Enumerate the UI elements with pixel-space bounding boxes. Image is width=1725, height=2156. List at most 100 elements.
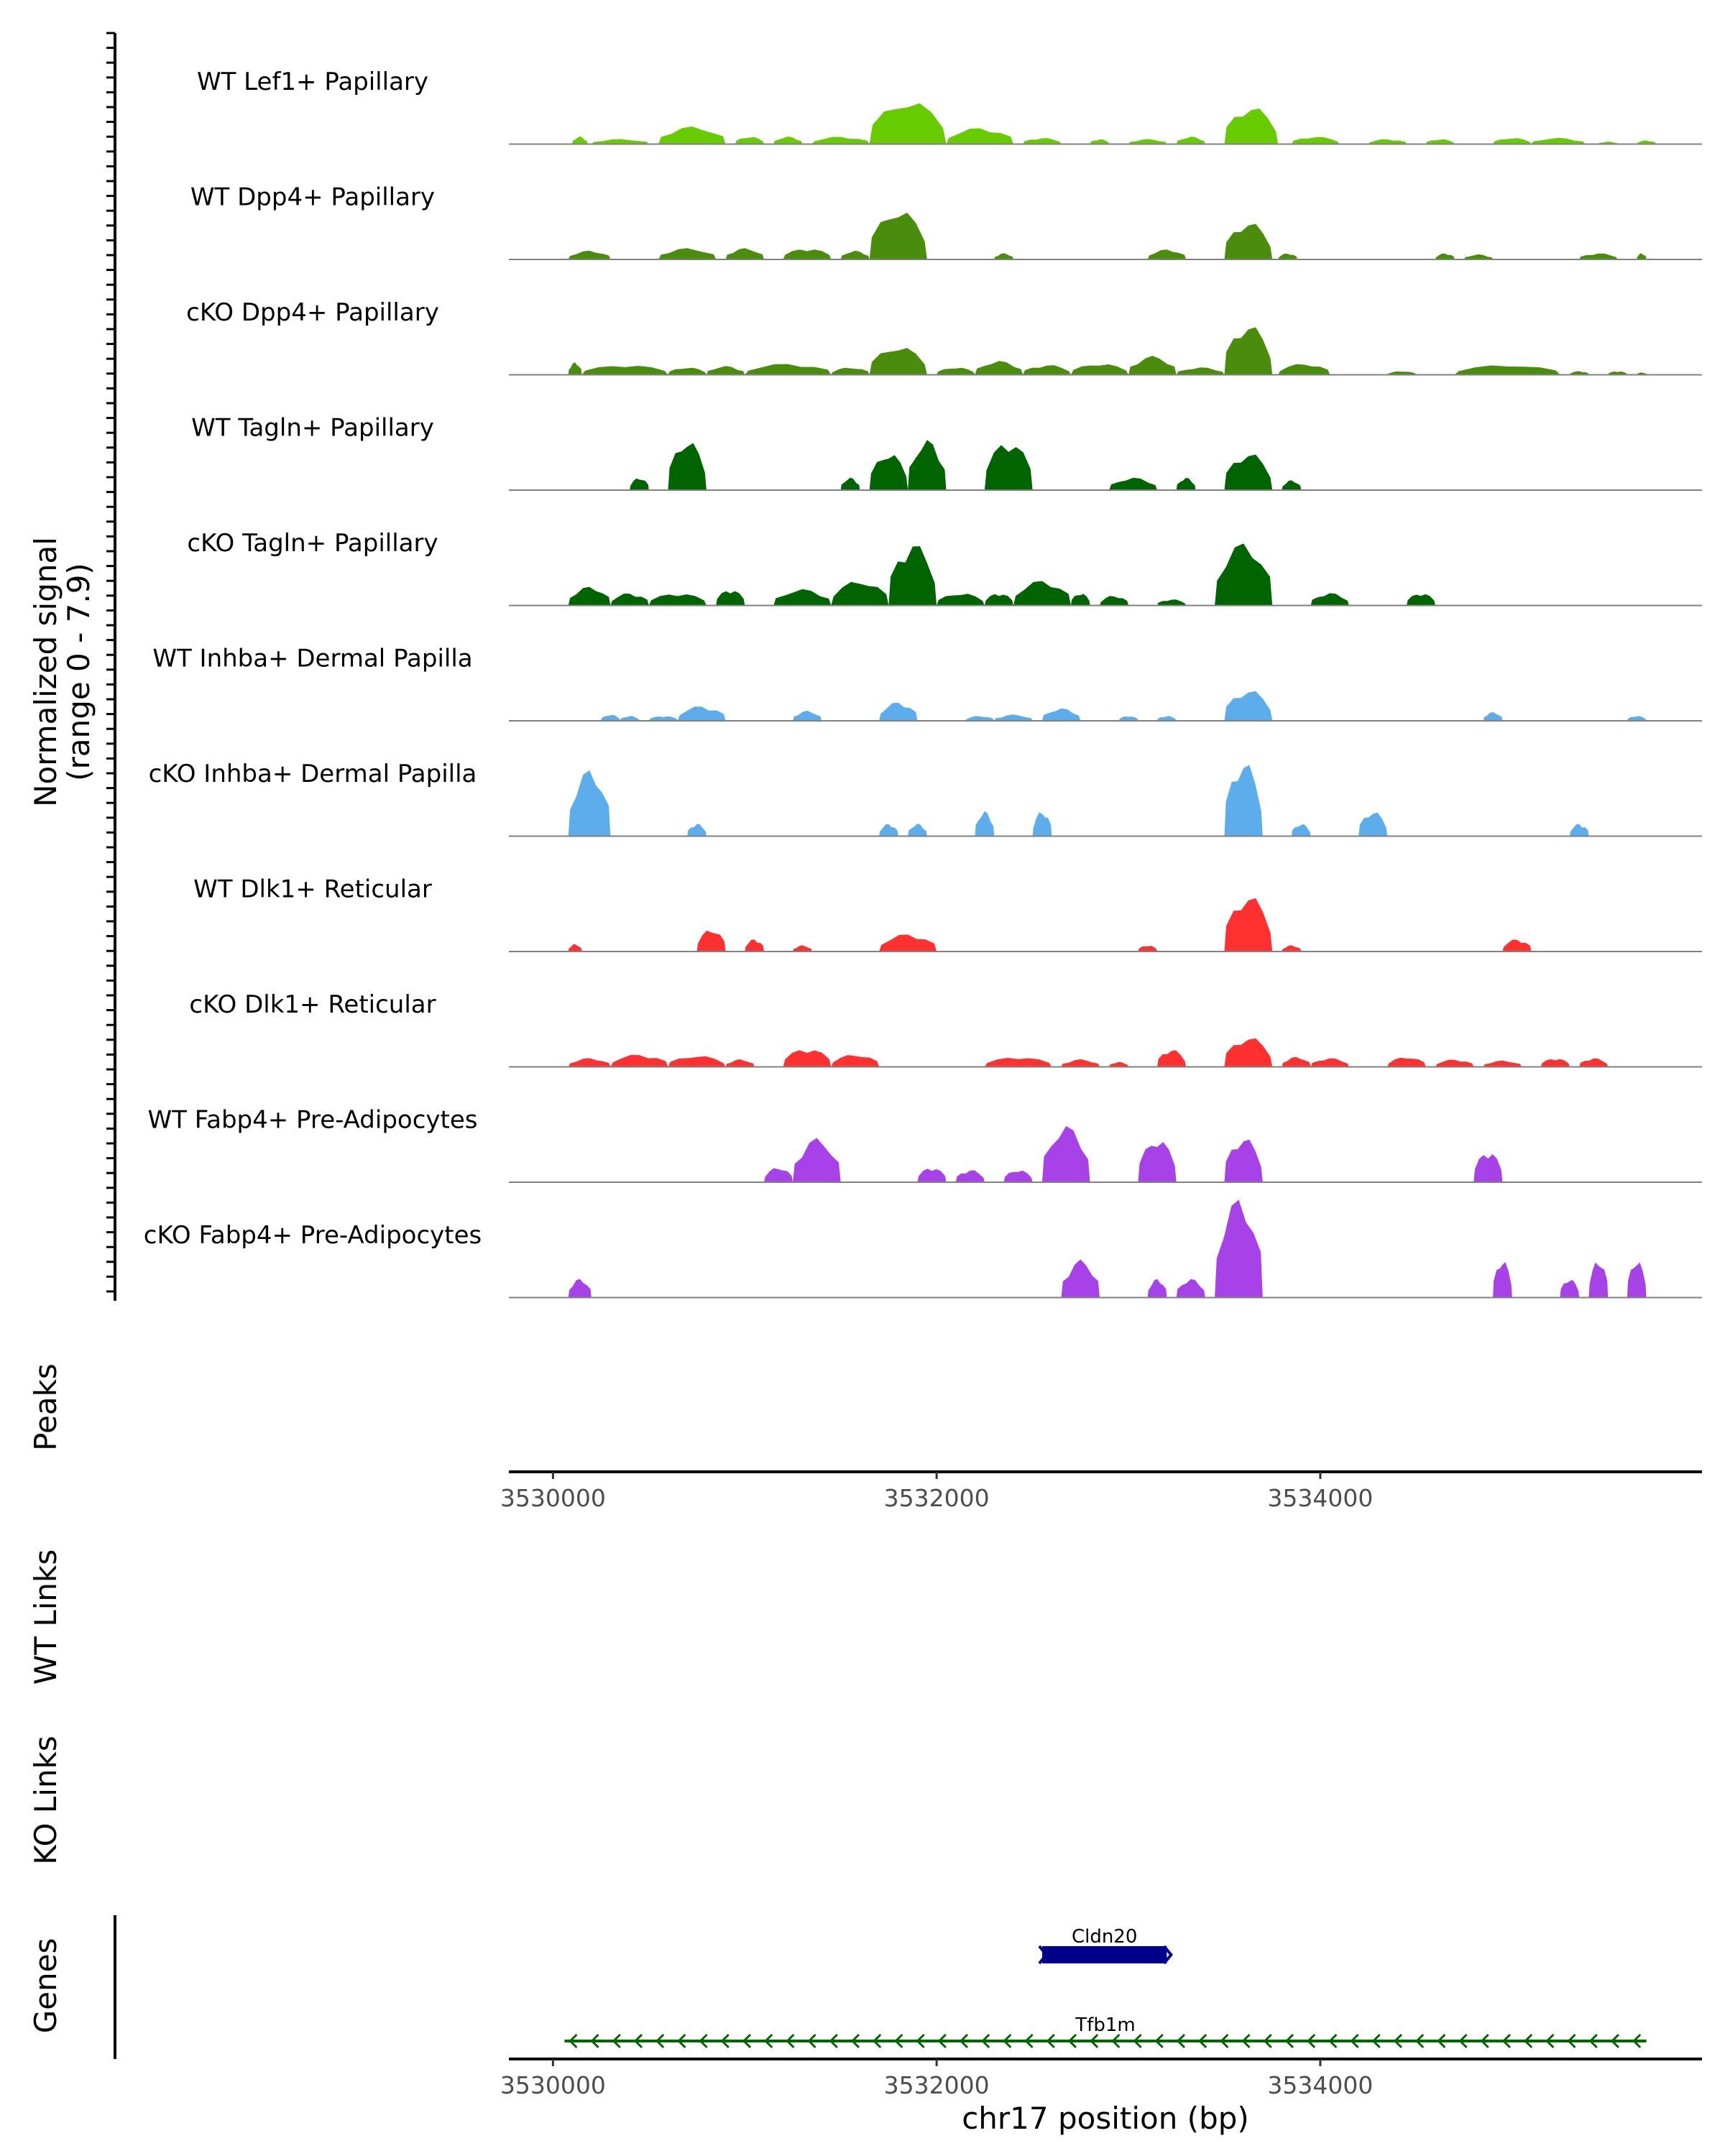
signal-peak — [1358, 812, 1388, 837]
strand-arrow — [612, 2033, 621, 2049]
signal-peak — [706, 366, 745, 375]
signal-peak — [648, 716, 678, 721]
signal-peak — [658, 126, 726, 144]
strand-arrow — [1154, 2033, 1164, 2049]
signal-peak — [783, 249, 832, 259]
signal-peak — [581, 366, 668, 375]
gene-label: Tfb1m — [1075, 2014, 1135, 2036]
strand-arrow — [569, 2033, 578, 2049]
strand-arrow — [807, 2033, 816, 2049]
signal-peak — [1531, 137, 1586, 144]
signal-peak — [1224, 765, 1263, 837]
x-axis-label: chr17 position (bp) — [962, 2101, 1249, 2136]
signal-peak — [1023, 365, 1071, 375]
signal-peak — [869, 455, 908, 490]
signal-peak — [572, 136, 588, 144]
signal-peak — [1282, 945, 1302, 952]
signal-peak — [1637, 140, 1656, 144]
strand-arrow — [937, 2033, 947, 2049]
strand-arrow — [1371, 2033, 1381, 2049]
signal-peak — [1560, 1279, 1580, 1298]
strand-arrow — [1198, 2033, 1208, 2049]
strand-arrow — [764, 2033, 773, 2049]
signal-peak — [668, 367, 707, 375]
signal-peak — [1483, 1060, 1522, 1067]
signal-peak — [869, 348, 927, 375]
strand-arrow — [1162, 1945, 1174, 1965]
signal-peak — [831, 581, 889, 606]
signal-peak — [869, 103, 947, 144]
track: cKO Inhba+ Dermal Papilla — [149, 760, 1702, 837]
signal-peak — [1090, 139, 1110, 144]
strand-arrow — [633, 2033, 643, 2049]
strand-arrow — [1524, 2033, 1533, 2049]
signal-peak — [1138, 946, 1158, 952]
track: WT Fabp4+ Pre-Adipocytes — [148, 1106, 1702, 1183]
signal-peak — [1041, 708, 1081, 721]
track-label: WT Lef1+ Papillary — [197, 68, 428, 96]
gene: Cldn20 — [1038, 1926, 1174, 1965]
signal-peak — [1224, 1139, 1263, 1182]
strand-arrow — [1610, 2033, 1620, 2049]
gene-annotations: Cldn20 Tfb1m — [564, 1926, 1647, 2049]
signal-peak — [1100, 596, 1128, 606]
strand-arrow — [1263, 2033, 1272, 2049]
strand-arrow — [1458, 2033, 1468, 2049]
signal-peak — [1157, 599, 1187, 606]
strand-arrow — [1241, 2033, 1251, 2049]
signal-peak — [764, 1168, 793, 1182]
strand-arrow — [1111, 2033, 1121, 2049]
strand-arrow — [1350, 2033, 1359, 2049]
strand-arrow — [829, 2033, 838, 2049]
signal-peak — [1176, 477, 1196, 490]
gene-exon — [1041, 1946, 1167, 1963]
x-axis-tick-label: 3530000 — [500, 1484, 606, 1512]
signal-peak — [1224, 898, 1273, 952]
signal-peak — [946, 128, 1013, 144]
signal-peak — [908, 440, 947, 490]
track-label: WT Fabp4+ Pre-Adipocytes — [148, 1106, 478, 1135]
signal-peak — [937, 594, 985, 606]
signal-peak — [994, 253, 1013, 259]
strand-arrow — [1046, 2033, 1055, 2049]
signal-peak — [1540, 1059, 1570, 1067]
signal-peak — [658, 248, 717, 259]
signal-peak — [687, 824, 707, 837]
signal-peak — [1291, 137, 1340, 144]
track: WT Dpp4+ Papillary — [190, 183, 1702, 260]
track: cKO Fabp4+ Pre-Adipocytes — [144, 1199, 1702, 1299]
signal-peak — [879, 824, 898, 837]
signal-peak — [1282, 1056, 1311, 1067]
track-label: cKO Dpp4+ Papillary — [186, 298, 439, 327]
track: WT Tagln+ Papillary — [191, 414, 1702, 491]
signal-peak — [840, 477, 860, 490]
strand-arrow — [742, 2033, 752, 2049]
signal-peak — [869, 212, 927, 259]
strand-arrow — [1480, 2033, 1489, 2049]
signal-peak — [568, 770, 611, 837]
track-label: WT Inhba+ Dermal Papilla — [152, 645, 472, 673]
signal-peak — [745, 364, 832, 375]
signal-peak — [1023, 138, 1062, 144]
signal-peak — [773, 137, 803, 144]
signal-peak — [1483, 711, 1503, 721]
signal-peak — [1061, 1259, 1100, 1298]
signal-peak — [1569, 824, 1589, 837]
signal-peak — [994, 714, 1033, 721]
track: cKO Dpp4+ Papillary — [186, 298, 1702, 376]
track-label: WT Dpp4+ Papillary — [190, 183, 435, 212]
strand-arrow — [1415, 2033, 1425, 2049]
signal-peak — [831, 1055, 880, 1067]
track: WT Inhba+ Dermal Papilla — [152, 645, 1702, 722]
signal-peak — [745, 939, 764, 952]
strand-arrow — [1024, 2033, 1034, 2049]
signal-peak — [1157, 1050, 1187, 1067]
signal-peak — [591, 139, 649, 144]
signal-peak — [1128, 356, 1177, 375]
signal-peak — [1588, 1262, 1609, 1298]
signal-peak — [1071, 364, 1128, 375]
track: WT Dlk1+ Reticular — [193, 875, 1702, 952]
signal-peak — [1387, 371, 1417, 375]
strand-arrow — [850, 2033, 860, 2049]
signal-peak — [1109, 477, 1158, 490]
